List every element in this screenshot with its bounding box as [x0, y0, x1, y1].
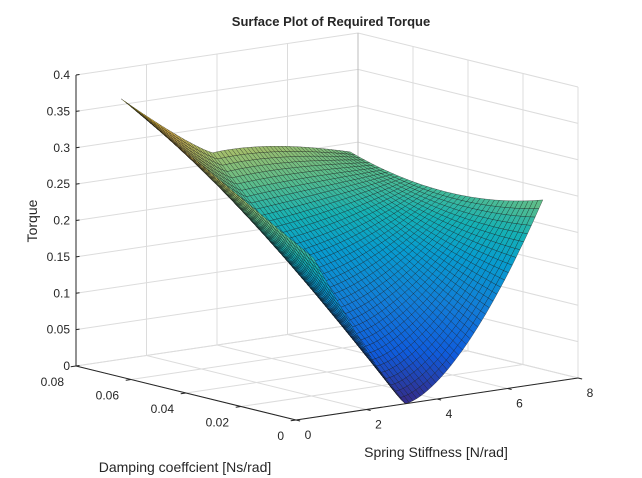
- y-tick-label: 0.04: [151, 402, 175, 416]
- y-tick-mark: [235, 406, 242, 408]
- z-tick-mark: [75, 146, 80, 149]
- z-tick-label: 0: [63, 359, 70, 373]
- z-tick-label: 0.05: [47, 323, 71, 337]
- chart-title: Surface Plot of Required Torque: [232, 14, 430, 29]
- y-axis-label: Damping coeffcient [Ns/rad]: [99, 459, 272, 475]
- z-tick-mark: [75, 364, 80, 367]
- y-tick-mark: [290, 419, 297, 422]
- z-tick-mark: [75, 110, 80, 112]
- z-tick-mark: [75, 292, 80, 294]
- x-tick-mark: [295, 419, 301, 422]
- x-tick-label: 4: [446, 407, 453, 421]
- tick-labels: 0 2 4 6 8 0 0.02 0.04 0.06 0.08 0 0.05 0.1 0.15 0.2 0.2…: [41, 68, 594, 443]
- z-tick-label: 0.3: [53, 141, 70, 155]
- z-tick-mark: [75, 255, 80, 258]
- z-tick-label: 0.1: [53, 286, 70, 300]
- x-tick-label: 6: [516, 397, 523, 411]
- z-tick-label: 0.2: [53, 214, 70, 228]
- z-tick-label: 0.15: [47, 250, 71, 264]
- x-tick-mark: [507, 388, 512, 390]
- y-tick-label: 0.08: [41, 375, 65, 389]
- z-tick-mark: [75, 328, 80, 331]
- axes-box: [70, 73, 583, 422]
- x-tick-mark: [366, 409, 371, 411]
- z-tick-mark: [75, 183, 80, 185]
- x-tick-mark: [577, 377, 583, 380]
- z-tick-label: 0.25: [47, 177, 71, 191]
- floor-grid-line: [240, 364, 524, 407]
- x-tick-mark: [436, 398, 442, 401]
- y-tick-label: 0.06: [96, 389, 120, 403]
- wall-grid-line: [75, 68, 579, 124]
- x-tick-label: 0: [305, 428, 312, 442]
- x-axis-label: Spring Stiffness [N/rad]: [364, 444, 508, 460]
- y-tick-label: 0: [277, 429, 284, 443]
- z-tick-label: 0.35: [47, 104, 71, 118]
- z-tick-mark: [75, 219, 80, 221]
- wall-grid-line: [75, 323, 579, 379]
- torque-surface: [120, 98, 544, 404]
- surface-cell: [308, 253, 318, 266]
- z-tick-mark: [75, 73, 80, 76]
- y-tick-mark: [70, 365, 77, 368]
- y-tick-mark: [180, 392, 187, 395]
- y-tick-mark: [125, 379, 132, 381]
- z-axis-label: Torque: [24, 199, 40, 242]
- x-tick-label: 2: [375, 418, 382, 432]
- y-tick-label: 0.02: [206, 416, 230, 430]
- wall-grid-line: [75, 32, 579, 88]
- x-tick-label: 8: [587, 386, 594, 400]
- z-tick-label: 0.4: [53, 68, 70, 82]
